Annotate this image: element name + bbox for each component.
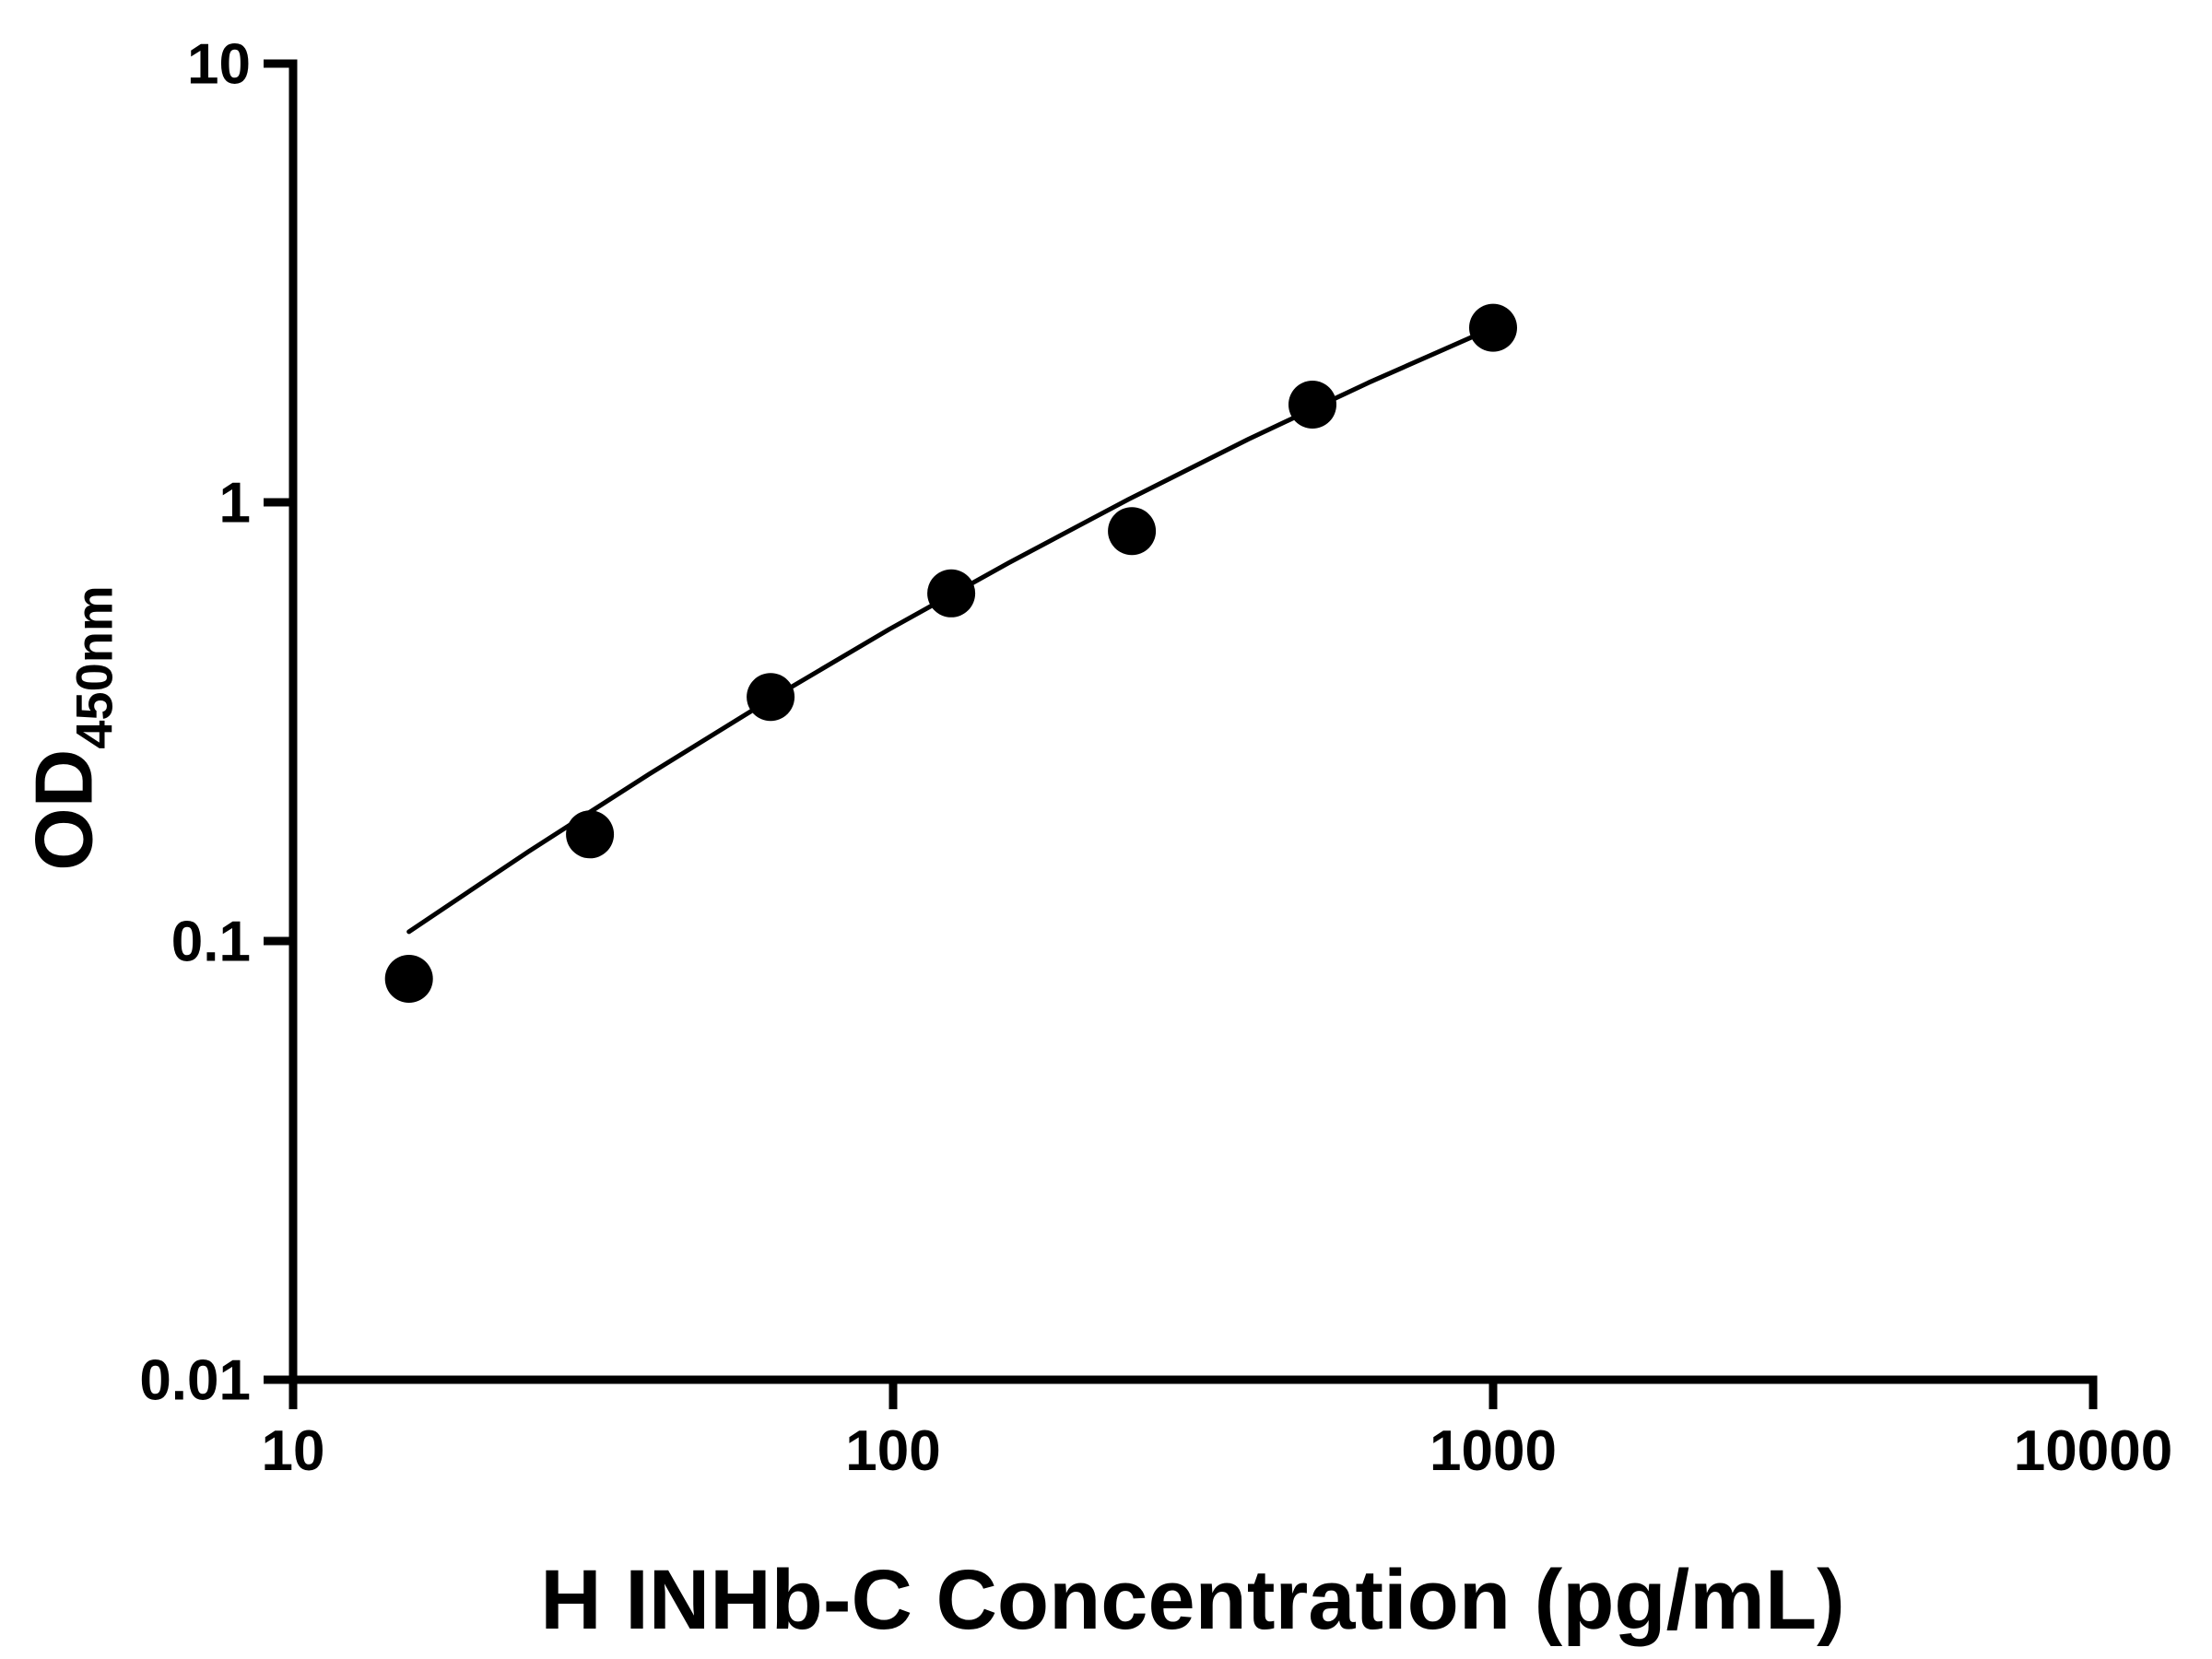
y-tick-label: 0.1 bbox=[171, 911, 251, 974]
y-tick-label: 10 bbox=[187, 33, 251, 97]
data-point bbox=[1288, 381, 1336, 429]
y-axis-title: OD450nm bbox=[18, 585, 124, 870]
axes-spine bbox=[288, 59, 2098, 1384]
y-tick-label: 1 bbox=[219, 472, 251, 535]
x-tick-label: 10 bbox=[262, 1419, 325, 1483]
data-point bbox=[384, 955, 433, 1003]
y-axis-title-subscript: 450nm bbox=[65, 585, 124, 749]
y-tick-label: 0.01 bbox=[139, 1349, 251, 1413]
x-tick-label: 100 bbox=[845, 1419, 940, 1483]
fit-curve bbox=[406, 325, 1496, 935]
x-tick-label: 1000 bbox=[1430, 1419, 1557, 1483]
data-point bbox=[1108, 507, 1157, 556]
x-tick-label: 10000 bbox=[2014, 1419, 2172, 1483]
y-axis-title-main: OD bbox=[18, 748, 110, 871]
x-axis-title: H INHb-C Concentration (pg/mL) bbox=[540, 1553, 1845, 1647]
data-point bbox=[566, 810, 615, 859]
